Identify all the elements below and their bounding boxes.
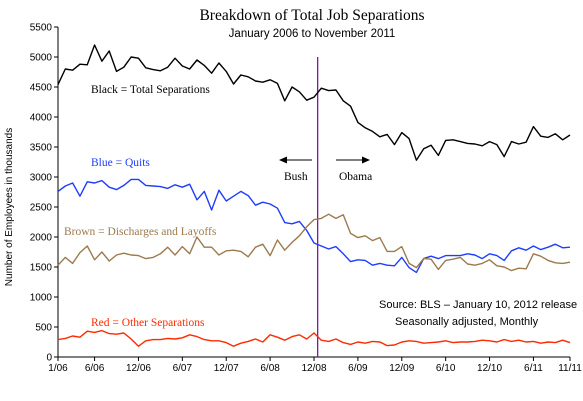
chart-title: Breakdown of Total Job Separations bbox=[199, 7, 424, 24]
y-tick-label: 0 bbox=[46, 353, 52, 364]
quits-line bbox=[57, 178, 571, 274]
other-separations-line bbox=[57, 329, 571, 347]
obama-arrow-head bbox=[362, 156, 370, 164]
plot-area: 0 500 1000 1500 2000 2500 3000 3500 4000 4500 5000… bbox=[30, 23, 582, 375]
y-tick-label: 5500 bbox=[30, 23, 53, 34]
y-tick-label: 4500 bbox=[30, 83, 53, 94]
x-tick-label: 6/07 bbox=[173, 363, 193, 374]
other-series-label: Red = Other Separations bbox=[91, 317, 205, 329]
x-tick-label: 12/09 bbox=[389, 363, 414, 374]
layoffs-series-label: Brown = Discharges and Layoffs bbox=[64, 226, 217, 238]
bush-label: Bush bbox=[284, 171, 308, 183]
x-tick-label: 6/09 bbox=[348, 363, 368, 374]
y-tick-label: 5000 bbox=[30, 53, 53, 64]
x-tick-label: 12/07 bbox=[214, 363, 239, 374]
y-tick-label: 4000 bbox=[30, 113, 53, 124]
y-tick-label: 500 bbox=[35, 323, 52, 334]
x-tick-label: 12/06 bbox=[126, 363, 151, 374]
y-tick-label: 2500 bbox=[30, 203, 53, 214]
y-axis-label: Number of Employees in thousands bbox=[4, 128, 15, 286]
y-tick-label: 2000 bbox=[30, 233, 53, 244]
x-tick-label: 11/11 bbox=[558, 363, 582, 374]
x-ticks: 1/06 6/06 12/06 6/07 12/07 6/08 12/08 6/09 12/09… bbox=[48, 357, 582, 374]
total-series-label: Black = Total Separations bbox=[91, 84, 210, 96]
x-tick-label: 12/08 bbox=[301, 363, 326, 374]
x-tick-label: 6/10 bbox=[436, 363, 456, 374]
obama-label: Obama bbox=[339, 171, 372, 183]
x-tick-label: 6/06 bbox=[85, 363, 105, 374]
layoffs-line bbox=[57, 213, 571, 272]
bush-arrow-head bbox=[279, 156, 287, 164]
y-ticks: 0 500 1000 1500 2000 2500 3000 3500 4000 4500 5000… bbox=[30, 23, 58, 364]
x-tick-label: 6/08 bbox=[260, 363, 280, 374]
y-tick-label: 1500 bbox=[30, 263, 53, 274]
total-separations-line bbox=[57, 44, 571, 161]
source-note: Source: BLS – January 10, 2012 release bbox=[379, 299, 577, 311]
x-tick-label: 12/10 bbox=[477, 363, 502, 374]
chart-subtitle: January 2006 to November 2011 bbox=[229, 28, 396, 40]
y-tick-label: 3500 bbox=[30, 143, 53, 154]
x-tick-label: 6/11 bbox=[524, 363, 543, 374]
x-tick-label: 1/06 bbox=[48, 363, 68, 374]
y-tick-label: 3000 bbox=[30, 173, 53, 184]
series-layer bbox=[57, 44, 571, 347]
quits-series-label: Blue = Quits bbox=[91, 157, 150, 169]
y-tick-label: 1000 bbox=[30, 293, 53, 304]
method-note: Seasonally adjusted, Monthly bbox=[395, 316, 539, 328]
